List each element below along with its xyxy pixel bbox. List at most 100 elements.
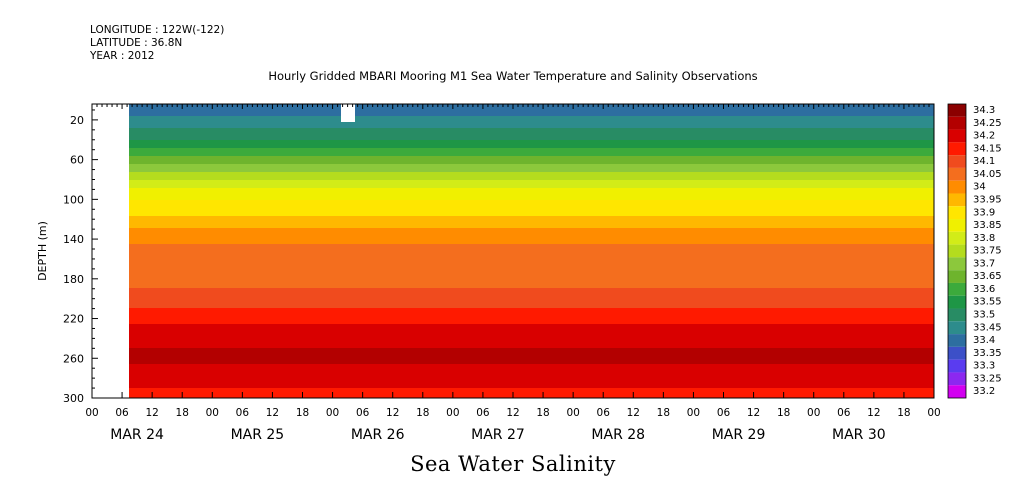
heatmap-band xyxy=(129,108,934,112)
colorbar-swatch xyxy=(948,219,966,232)
y-tick-label: 180 xyxy=(63,273,84,286)
colorbar-swatch xyxy=(948,334,966,347)
heatmap-band xyxy=(129,216,934,220)
y-tick-label: 20 xyxy=(70,114,84,127)
heatmap-band xyxy=(129,300,934,304)
heatmap-band xyxy=(129,200,934,204)
year-label: YEAR : 2012 xyxy=(90,50,155,62)
heatmap-band xyxy=(129,388,934,392)
y-axis: 20 60 100 140 180 220 260 300 xyxy=(63,109,98,405)
heatmap-band xyxy=(129,372,934,376)
heatmap-band xyxy=(129,244,934,248)
x-hour-label: 06 xyxy=(356,407,370,419)
x-day-label: MAR 27 xyxy=(471,427,525,443)
heatmap-band xyxy=(129,192,934,196)
y-tick-label: 100 xyxy=(63,193,84,206)
heatmap-band xyxy=(129,172,934,176)
heatmap-band xyxy=(129,336,934,340)
x-hour-label: 18 xyxy=(176,407,189,419)
colorbar-label: 33.3 xyxy=(973,361,995,372)
colorbar-swatch xyxy=(948,295,966,309)
heatmap-band xyxy=(129,224,934,228)
heatmap-band xyxy=(129,320,934,324)
colorbar-label: 34.15 xyxy=(973,143,1002,154)
colorbar-swatch xyxy=(948,129,966,143)
heatmap-cells xyxy=(129,104,934,398)
colorbar-label: 34.05 xyxy=(973,169,1002,180)
colorbar-label: 33.8 xyxy=(973,233,995,244)
heatmap-band xyxy=(129,148,934,152)
heatmap-band xyxy=(129,256,934,260)
heatmap-band xyxy=(129,356,934,360)
colorbar-label: 34.25 xyxy=(973,118,1002,129)
heatmap-band xyxy=(129,168,934,172)
x-day-label: MAR 30 xyxy=(832,427,886,443)
heatmap-band xyxy=(129,104,934,108)
y-tick-label: 260 xyxy=(63,352,84,365)
heatmap-band xyxy=(129,396,934,398)
x-hour-label: 00 xyxy=(326,407,339,419)
x-day-label: MAR 26 xyxy=(351,427,405,443)
colorbar-label: 33.5 xyxy=(973,310,995,321)
colorbar-label: 34.1 xyxy=(973,156,995,167)
heatmap-band xyxy=(129,264,934,268)
heatmap-band xyxy=(129,260,934,264)
colorbar-swatch xyxy=(948,193,966,207)
heatmap-band xyxy=(129,324,934,328)
colorbar-label: 33.95 xyxy=(973,194,1002,205)
colorbar-label: 34 xyxy=(973,182,986,193)
colorbar-swatch xyxy=(948,206,966,220)
heatmap-band xyxy=(129,280,934,284)
heatmap-band xyxy=(129,212,934,216)
heatmap-band xyxy=(129,152,934,156)
heatmap-band xyxy=(129,140,934,144)
x-hour-label: 06 xyxy=(115,407,129,419)
heatmap-band xyxy=(129,376,934,380)
heatmap-band xyxy=(129,364,934,368)
colorbar-swatch xyxy=(948,231,966,245)
x-hour-label: 12 xyxy=(867,407,880,419)
heatmap-band xyxy=(129,276,934,280)
x-hour-label: 12 xyxy=(386,407,399,419)
colorbar-label: 33.25 xyxy=(973,373,1002,384)
heatmap-band xyxy=(129,284,934,288)
heatmap-band xyxy=(129,124,934,128)
colorbar-label: 33.6 xyxy=(973,284,995,295)
heatmap-band xyxy=(129,164,934,168)
heatmap-band xyxy=(129,176,934,180)
heatmap-band xyxy=(129,204,934,208)
colorbar-label: 33.65 xyxy=(973,271,1002,282)
heatmap-band xyxy=(129,228,934,232)
variable-label: Sea Water Salinity xyxy=(410,452,616,476)
x-hour-label: 12 xyxy=(506,407,519,419)
heatmap-band xyxy=(129,316,934,320)
colorbar-swatch xyxy=(948,270,966,283)
heatmap-band xyxy=(129,252,934,256)
x-day-label: MAR 24 xyxy=(110,427,164,443)
heatmap-band xyxy=(129,220,934,224)
y-tick-label: 300 xyxy=(63,392,84,405)
heatmap-band xyxy=(129,348,934,352)
heatmap-band xyxy=(129,112,934,116)
heatmap-band xyxy=(129,312,934,316)
colorbar-label: 33.45 xyxy=(973,322,1002,333)
heatmap-band xyxy=(129,304,934,308)
colorbar-swatch xyxy=(948,104,966,117)
heatmap-band xyxy=(129,188,934,192)
x-hour-label: 06 xyxy=(717,407,731,419)
y-tick-label: 220 xyxy=(63,313,84,326)
y-axis-label: DEPTH (m) xyxy=(36,221,49,281)
colorbar-label: 33.2 xyxy=(973,386,995,397)
x-hour-label: 00 xyxy=(687,407,700,419)
heatmap-band xyxy=(129,380,934,384)
heatmap-band xyxy=(129,272,934,276)
heatmap-band xyxy=(129,360,934,364)
heatmap-band xyxy=(129,344,934,348)
y-tick-label: 140 xyxy=(63,233,84,246)
chart-title: Hourly Gridded MBARI Mooring M1 Sea Wate… xyxy=(268,69,758,83)
heatmap-band xyxy=(129,352,934,356)
x-hour-label: 06 xyxy=(236,407,250,419)
heatmap-band xyxy=(129,248,934,252)
x-hour-label: 00 xyxy=(446,407,459,419)
